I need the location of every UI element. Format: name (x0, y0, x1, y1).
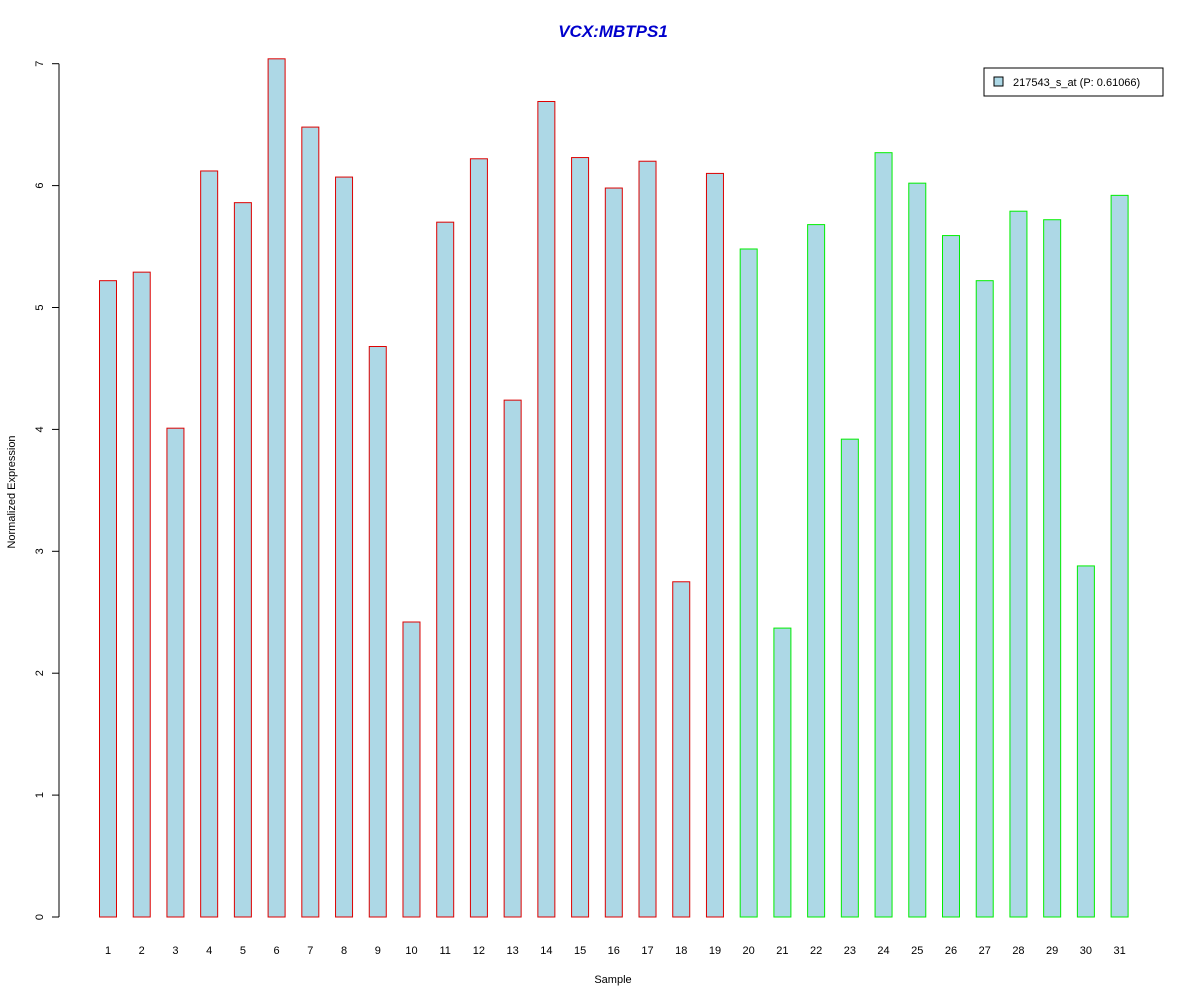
x-tick-label: 31 (1113, 945, 1125, 957)
bars (99, 58, 1129, 918)
y-tick-label: 1 (34, 792, 46, 798)
x-tick-label: 18 (675, 945, 687, 957)
x-tick-label: 12 (473, 945, 485, 957)
bar-sample-6 (267, 58, 286, 918)
x-tick-label: 24 (877, 945, 889, 957)
y-tick-label: 4 (34, 426, 46, 432)
bar-sample-29 (1043, 219, 1062, 918)
x-tick-label: 4 (206, 945, 212, 957)
x-tick-labels: 1 2 3 4 5 6 7 8 9 10 11 12 13 14 15 16 17 18 19 20 21 22 23 24 2… (105, 945, 1126, 957)
bar-sample-22 (807, 224, 826, 918)
bar-sample-11 (436, 221, 455, 918)
x-tick-label: 19 (709, 945, 721, 957)
bar-sample-26 (942, 235, 960, 918)
x-tick-label: 21 (776, 945, 788, 957)
x-axis-label: Sample (594, 974, 631, 986)
bar-sample-17 (638, 160, 657, 918)
x-tick-label: 10 (405, 945, 417, 957)
bar-sample-10 (402, 621, 421, 918)
x-tick-label: 22 (810, 945, 822, 957)
bar-sample-20 (739, 248, 758, 918)
bar-sample-30 (1076, 565, 1095, 918)
bar-sample-13 (503, 399, 522, 918)
bar-sample-5 (233, 202, 252, 918)
y-tick-label: 2 (34, 670, 46, 676)
bar-sample-14 (537, 100, 556, 918)
x-tick-label: 1 (105, 945, 111, 957)
bar-sample-7 (301, 126, 320, 918)
y-tick-label: 6 (34, 183, 46, 189)
y-axis: 0 1 2 3 4 5 6 7 (34, 61, 60, 920)
x-tick-label: 6 (274, 945, 280, 957)
bar-sample-31 (1110, 194, 1129, 918)
legend-label: 217543_s_at (P: 0.61066) (1013, 77, 1140, 89)
bar-sample-19 (705, 172, 724, 918)
x-tick-label: 5 (240, 945, 246, 957)
x-tick-label: 17 (641, 945, 653, 957)
x-tick-label: 13 (507, 945, 519, 957)
legend-box (983, 67, 1164, 97)
x-tick-label: 27 (979, 945, 991, 957)
x-tick-label: 3 (172, 945, 178, 957)
x-tick-label: 7 (307, 945, 313, 957)
bar-sample-23 (840, 438, 859, 918)
y-tick-label: 3 (34, 548, 46, 554)
y-tick-label: 5 (34, 304, 46, 310)
bar-sample-25 (908, 182, 927, 918)
bar-sample-27 (975, 280, 994, 918)
x-tick-label: 25 (911, 945, 923, 957)
bar-sample-24 (874, 152, 893, 918)
x-tick-label: 20 (743, 945, 755, 957)
x-tick-label: 14 (540, 945, 552, 957)
y-tick-label: 0 (34, 914, 46, 920)
x-tick-label: 16 (608, 945, 620, 957)
x-tick-label: 11 (439, 945, 450, 957)
x-tick-label: 23 (844, 945, 856, 957)
x-tick-label: 2 (139, 945, 145, 957)
legend: 217543_s_at (P: 0.61066) (983, 67, 1164, 97)
bar-sample-9 (368, 346, 387, 918)
bar-sample-16 (604, 187, 623, 918)
bar-sample-28 (1009, 210, 1028, 918)
x-tick-label: 8 (341, 945, 347, 957)
bar-sample-1 (99, 280, 117, 918)
y-axis-label: Normalized Expression (6, 435, 18, 548)
bar-sample-8 (335, 176, 354, 918)
x-tick-label: 28 (1012, 945, 1024, 957)
y-tick-label: 7 (34, 61, 46, 67)
x-tick-label: 26 (945, 945, 957, 957)
bar-sample-3 (166, 427, 185, 918)
x-tick-label: 29 (1046, 945, 1058, 957)
bar-sample-21 (773, 627, 792, 918)
chart-title: VCX:MBTPS1 (558, 22, 668, 41)
bar-sample-18 (672, 581, 691, 918)
legend-swatch (993, 76, 1004, 87)
x-tick-label: 30 (1080, 945, 1092, 957)
bar-sample-2 (132, 271, 151, 918)
bar-sample-4 (200, 170, 219, 918)
bar-sample-12 (469, 158, 488, 918)
x-tick-label: 15 (574, 945, 586, 957)
bar-sample-15 (571, 157, 590, 918)
x-tick-label: 9 (375, 945, 381, 957)
